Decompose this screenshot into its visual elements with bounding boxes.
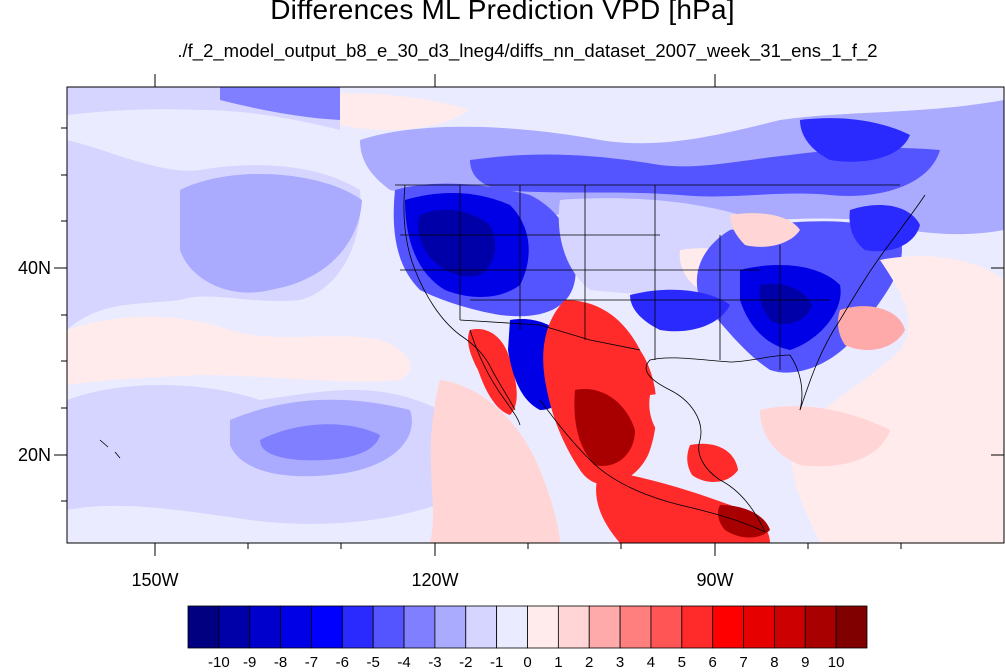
east-coast xyxy=(799,194,926,411)
colorbar-tick-label: -5 xyxy=(366,654,380,671)
mexico-dark-red xyxy=(574,389,635,466)
lat-label-40n: 40N xyxy=(18,258,52,278)
colorbar-tick-label: -7 xyxy=(304,654,319,671)
colorbar-tick-label: -10 xyxy=(208,654,230,671)
colorbar-box xyxy=(372,605,405,649)
colorbar-box xyxy=(496,605,528,649)
colorbar-tick-label: 0 xyxy=(523,654,532,671)
axis-ticks xyxy=(54,74,1004,556)
colorbar-box xyxy=(249,605,281,649)
colorbar-tick-label: 5 xyxy=(677,654,686,671)
lat-label-20n: 20N xyxy=(18,445,52,465)
great-lakes-pink xyxy=(730,213,800,247)
central-america-dark xyxy=(717,505,770,538)
colorbar-tick-label: 3 xyxy=(615,654,625,671)
colorbar-tick-label: -2 xyxy=(459,654,473,671)
mexico-pacific-pink xyxy=(430,380,560,543)
lon-label-90w: 90W xyxy=(696,570,734,590)
colorbar-box xyxy=(527,605,559,649)
southeast-navy xyxy=(759,283,812,325)
page-title: Differences ML Prediction VPD [hPa] xyxy=(270,0,735,25)
western-us-navy xyxy=(418,209,496,277)
colorbar-box xyxy=(774,605,806,649)
boundaries xyxy=(99,184,926,533)
colorbar-tick-label: 4 xyxy=(646,654,656,671)
gulf-light xyxy=(649,393,710,441)
baja-outline xyxy=(469,329,521,426)
pacific-blue-patch xyxy=(180,173,362,293)
colorbar-box xyxy=(280,605,312,649)
colorbar-box xyxy=(835,605,868,649)
colorbar-tick-label: 10 xyxy=(827,654,845,671)
colorbar-box xyxy=(187,605,220,649)
colorbar-tick-label: 9 xyxy=(801,654,810,671)
lon-label-150w: 150W xyxy=(131,570,179,590)
alaska-blue-core xyxy=(220,87,340,120)
colorbar-tick-label: -8 xyxy=(273,654,288,671)
colorbar-tick-label: -3 xyxy=(428,654,442,671)
colorbar-box xyxy=(650,605,683,649)
yucatan-red xyxy=(687,443,738,482)
colorbar-box xyxy=(588,605,621,649)
lon-label-120w: 120W xyxy=(411,570,459,590)
colorbar-box xyxy=(681,605,714,649)
us-mexico-border xyxy=(459,319,641,351)
atlantic-pink xyxy=(791,256,1004,543)
colorbar-tick-label: -6 xyxy=(335,654,349,671)
pacific-pink-band xyxy=(67,316,411,385)
pacific-pink-north xyxy=(299,93,470,130)
canada-blue-core xyxy=(470,147,940,197)
colorbar-tick-label: 6 xyxy=(708,654,717,671)
colorbar-box xyxy=(743,605,775,649)
subtropical-blue-center xyxy=(260,424,380,461)
colorbar-tick-label: -1 xyxy=(489,654,504,671)
colorbar-box xyxy=(465,605,498,649)
colorbar-tick-label: -9 xyxy=(243,654,257,671)
colorbar-tick-label: 8 xyxy=(770,654,779,671)
mexico-coast xyxy=(539,399,766,533)
canada-ne-blue xyxy=(800,118,910,162)
baja-red xyxy=(467,329,517,415)
colorbar-box xyxy=(557,605,590,649)
west-coast-outline xyxy=(403,184,516,411)
colorbar-box xyxy=(619,605,652,649)
colorbar-box xyxy=(712,605,744,649)
northeast-blue xyxy=(849,205,920,252)
colorbar-box xyxy=(804,605,837,649)
colorbar-tick-label: 7 xyxy=(739,654,748,671)
atlantic-red-patch xyxy=(837,306,905,350)
caribbean-pink xyxy=(760,406,890,467)
page-subtitle: ./f_2_model_output_b8_e_30_d3_lneg4/diff… xyxy=(177,40,878,61)
colorbar-box xyxy=(403,605,436,649)
hawaii xyxy=(99,439,121,459)
colorbar-box xyxy=(341,605,374,649)
colorbar-tick-label: 2 xyxy=(585,654,594,671)
colorbar-box xyxy=(218,605,251,649)
colorbar-box xyxy=(434,605,467,649)
colorbar-tick-label: -4 xyxy=(397,654,411,671)
colorbar-tick-label: 1 xyxy=(554,654,563,671)
colorbar-box xyxy=(311,605,343,649)
map-field xyxy=(67,87,1004,543)
